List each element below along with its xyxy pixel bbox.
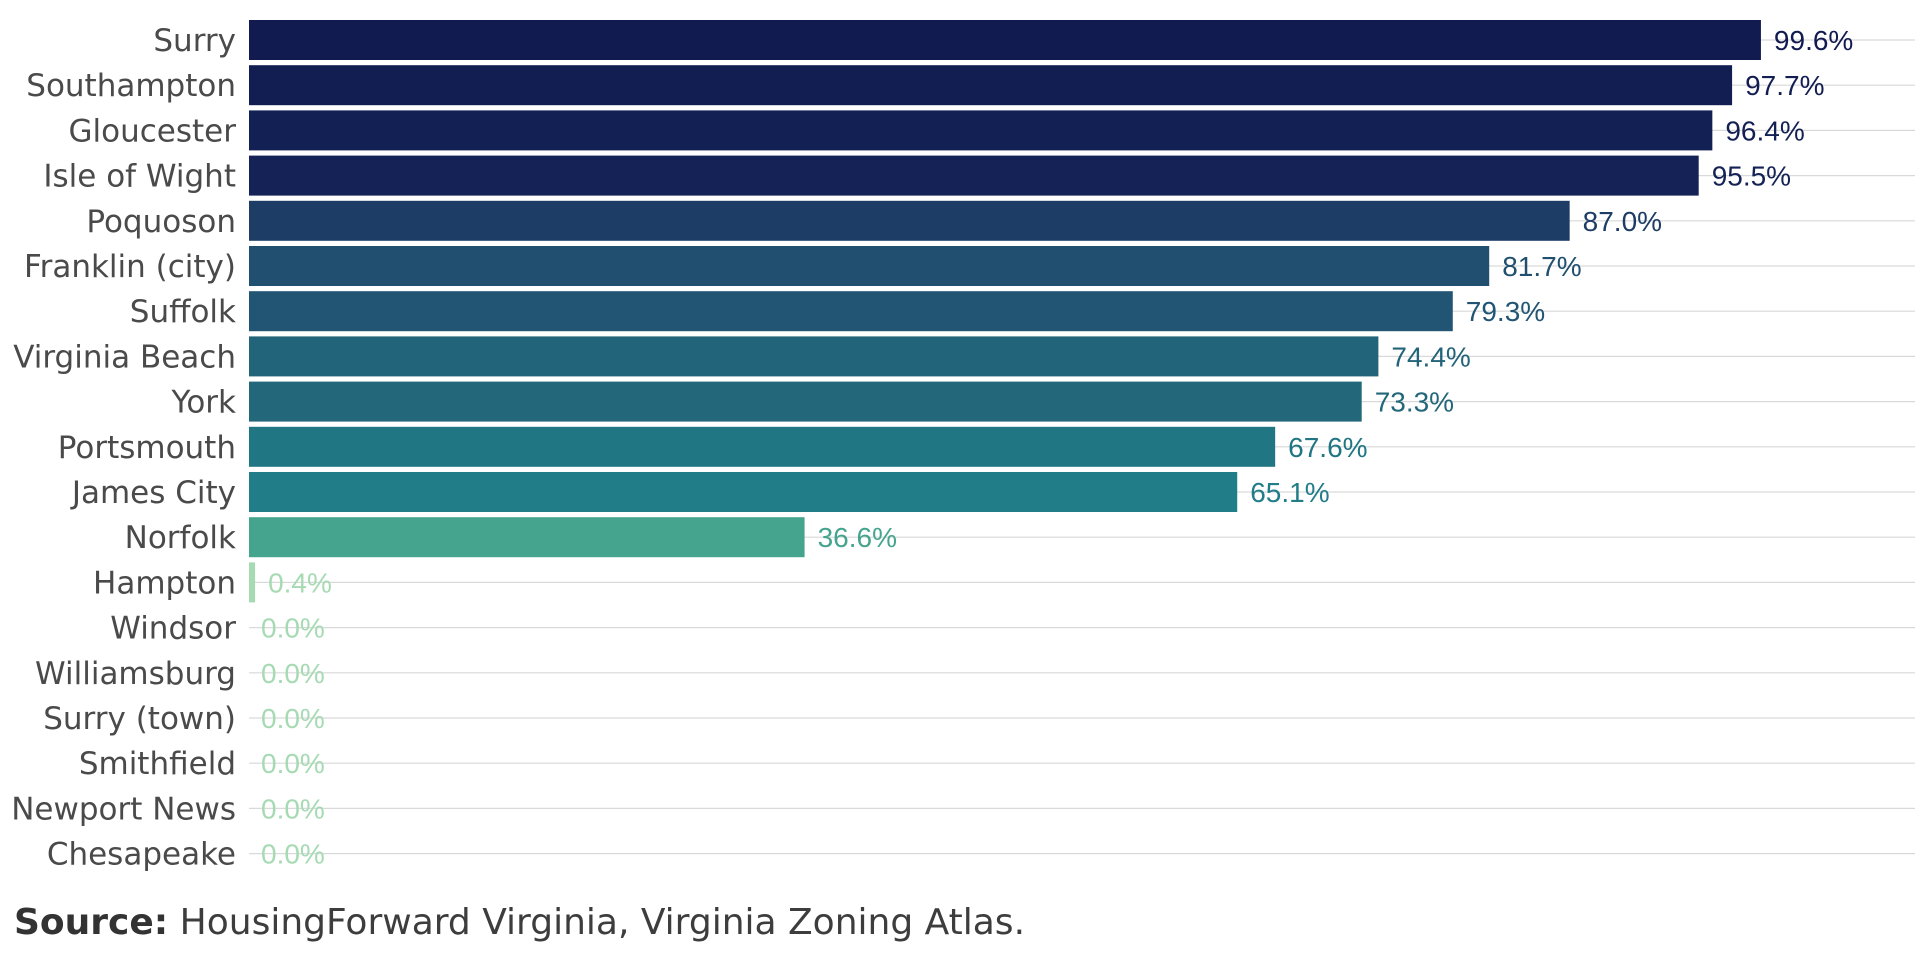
bar	[249, 562, 256, 603]
value-label: 73.3%	[1375, 387, 1454, 418]
bar	[249, 381, 1362, 422]
value-label: 74.4%	[1391, 341, 1470, 372]
source-label: Source:	[14, 902, 169, 943]
category-label: Franklin (city)	[24, 249, 236, 285]
bar	[249, 246, 1490, 286]
value-label: 97.7%	[1745, 70, 1824, 101]
source-text: HousingForward Virginia, Virginia Zoning…	[179, 902, 1026, 943]
value-label: 96.4%	[1725, 115, 1804, 146]
category-label: James City	[70, 475, 236, 511]
bar	[249, 110, 1713, 151]
value-label: 0.0%	[261, 748, 325, 779]
value-label: 0.0%	[261, 613, 325, 644]
value-label: 81.7%	[1502, 251, 1581, 282]
category-label: Gloucester	[69, 113, 237, 149]
category-label: Hampton	[93, 565, 236, 601]
bar	[249, 20, 1761, 60]
category-label: Newport News	[11, 791, 236, 827]
value-label: 99.6%	[1774, 25, 1853, 56]
bar	[249, 291, 1453, 332]
bar	[249, 472, 1238, 512]
category-label: Portsmouth	[58, 430, 236, 466]
value-labels: 99.6% 97.7% 96.4% 95.5% 87.0%81.7% 79.3% 74.4%…	[261, 25, 1853, 870]
value-label: 0.4%	[268, 567, 332, 598]
category-label: Surry (town)	[43, 701, 236, 737]
bar	[249, 426, 1276, 467]
category-label: Surry	[153, 23, 236, 59]
category-label: Suffolk	[130, 294, 236, 330]
source-note: Source: HousingForward Virginia, Virgini…	[14, 902, 1025, 943]
category-label: Isle of Wight	[43, 159, 236, 195]
value-label: 79.3%	[1466, 296, 1545, 327]
value-label: 87.0%	[1583, 206, 1662, 237]
bar	[249, 155, 1699, 196]
bars	[249, 20, 1761, 603]
value-label: 0.0%	[261, 793, 325, 824]
category-label: Southampton	[26, 68, 236, 104]
category-labels: Surry Southampton Gloucester Isle of Wight P…	[11, 23, 236, 873]
category-label: York	[171, 385, 237, 421]
bar	[249, 200, 1570, 241]
category-label: Smithfield	[79, 746, 236, 782]
bar	[249, 65, 1733, 106]
value-label: 0.0%	[261, 703, 325, 734]
bar	[249, 517, 805, 558]
value-label: 0.0%	[261, 839, 325, 870]
category-label: Williamsburg	[35, 656, 236, 692]
category-label: Poquoson	[86, 204, 236, 240]
category-label: Norfolk	[125, 520, 236, 556]
value-label: 0.0%	[261, 658, 325, 689]
value-label: 67.6%	[1288, 432, 1367, 463]
category-label: Windsor	[110, 611, 236, 647]
value-label: 65.1%	[1250, 477, 1329, 508]
category-label: Chesapeake	[47, 837, 236, 873]
bar	[249, 336, 1379, 377]
category-label: Virginia Beach	[13, 339, 236, 375]
value-label: 95.5%	[1712, 161, 1791, 192]
value-label: 36.6%	[818, 522, 897, 553]
